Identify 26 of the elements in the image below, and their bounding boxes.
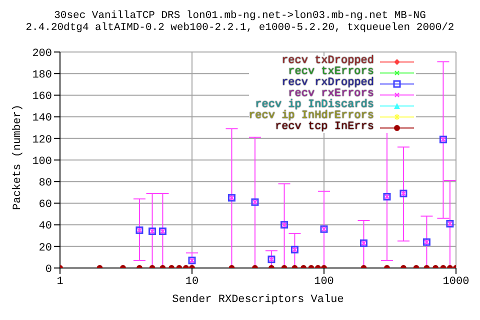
x-tick-label: 1000 xyxy=(442,276,470,288)
y-tick-label: 120 xyxy=(32,134,52,146)
y-tick-label: 80 xyxy=(38,178,52,190)
y-tick-label: 0 xyxy=(45,264,52,276)
y-tick-label: 20 xyxy=(38,242,52,254)
y-tick-label: 140 xyxy=(32,112,52,125)
legend-label: recv rxErrors xyxy=(288,88,374,100)
y-axis-title: Packets (number) xyxy=(12,104,24,210)
legend-label: recv rxDropped xyxy=(282,77,374,89)
legend-label: recv tcp InErrs xyxy=(274,121,374,133)
legend-label: recv ip InHdrErrors xyxy=(248,110,374,122)
y-tick-label: 60 xyxy=(38,199,52,212)
x-tick-label: 1 xyxy=(56,276,64,288)
chart-title: 30sec VanillaTCP DRS lon01.mb-ng.net->lon03.mb-ng.net MB-NG xyxy=(53,10,427,22)
x-tick-label: 100 xyxy=(314,276,334,288)
legend-label: recv ip InDiscards xyxy=(255,99,374,111)
y-tick-label: 180 xyxy=(32,70,52,82)
y-tick-label: 40 xyxy=(38,220,52,233)
y-tick-label: 160 xyxy=(32,91,52,104)
x-tick-label: 10 xyxy=(185,276,199,288)
legend-label: recv txErrors xyxy=(288,66,374,78)
y-tick-label: 100 xyxy=(32,156,52,168)
y-tick-label: 200 xyxy=(32,48,52,60)
x-axis-title: Sender RXDescriptors Value xyxy=(172,294,344,306)
chart-subtitle: 2.4.20dtg4 altAIMD-0.2 web100-2.2.1, e1000-5.2.20, txqueuelen 2000/2 xyxy=(24,22,456,34)
legend-label: recv txDropped xyxy=(282,55,374,67)
